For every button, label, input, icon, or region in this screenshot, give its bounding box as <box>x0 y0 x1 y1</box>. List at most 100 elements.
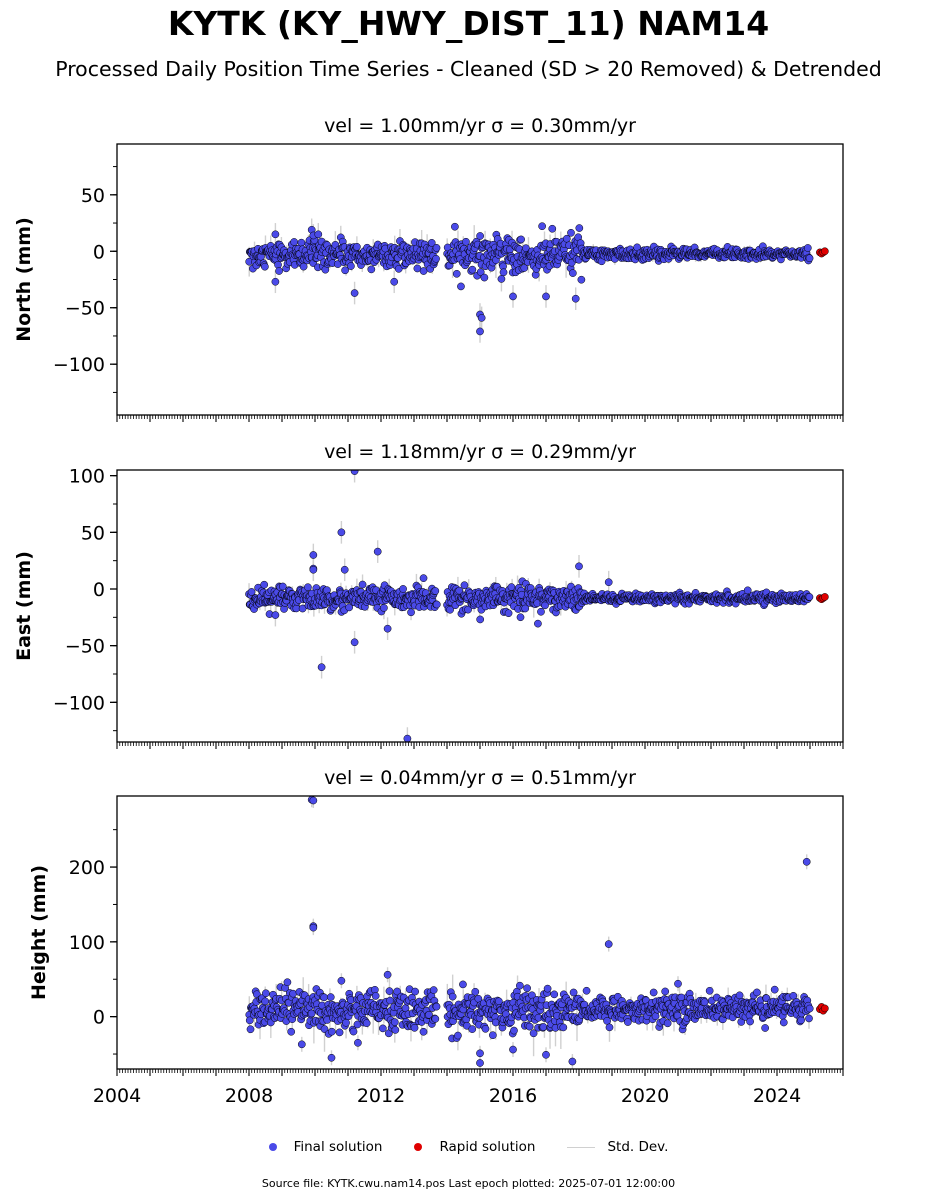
final-point <box>432 244 441 252</box>
final-point <box>410 1023 419 1032</box>
final-point <box>297 238 306 247</box>
final-point <box>299 262 308 271</box>
final-point <box>390 277 399 286</box>
final-point <box>340 565 349 574</box>
final-point <box>705 986 714 995</box>
final-point <box>529 1029 538 1038</box>
final-point <box>462 237 470 246</box>
final-point <box>571 294 580 303</box>
final-point <box>770 985 779 994</box>
chart-subtitle: Processed Daily Position Time Series - C… <box>55 57 882 81</box>
legend-label-rapid: Rapid solution <box>439 1139 536 1155</box>
final-point <box>341 266 349 275</box>
final-point <box>383 970 392 979</box>
final-point <box>605 1023 614 1032</box>
legend-label-std: Std. Dev. <box>607 1139 669 1155</box>
final-point <box>373 547 382 556</box>
legend-label-final: Final solution <box>293 1139 383 1155</box>
rapid-points-east <box>816 593 829 604</box>
final-point <box>326 993 335 1001</box>
plot-area-east <box>245 470 829 742</box>
final-point <box>460 581 469 590</box>
final-point <box>385 987 394 995</box>
final-point <box>663 1019 672 1028</box>
final-point <box>517 235 525 244</box>
final-point <box>261 262 269 271</box>
final-point <box>354 1038 362 1047</box>
y-tick-label: 50 <box>81 522 105 544</box>
final-point <box>471 987 480 996</box>
final-point <box>390 1018 399 1026</box>
final-point <box>743 586 752 595</box>
final-point <box>674 979 682 988</box>
final-point <box>543 984 552 993</box>
final-point <box>468 265 477 274</box>
final-point <box>451 222 459 231</box>
final-points-north <box>245 222 814 336</box>
final-point <box>271 277 280 286</box>
panel-height: vel = 0.04mm/yr σ = 0.51mm/yr Height (mm)… <box>28 767 844 1107</box>
final-point <box>538 222 546 231</box>
final-point <box>476 232 484 240</box>
final-point <box>289 989 297 998</box>
final-point <box>525 1022 534 1031</box>
rapid-points-north <box>816 247 829 258</box>
final-point <box>297 1040 306 1049</box>
std-dev-line-marker <box>567 1146 596 1148</box>
final-point <box>537 607 545 616</box>
final-point <box>604 578 613 587</box>
final-point <box>278 582 287 591</box>
legend-item-final: Final solution <box>268 1139 383 1155</box>
final-point <box>464 605 472 614</box>
final-point <box>327 1027 336 1036</box>
final-point <box>550 990 559 999</box>
final-point <box>383 624 392 633</box>
rapid-point <box>821 1004 829 1013</box>
final-point <box>309 565 318 574</box>
final-point <box>476 1059 484 1067</box>
final-point <box>246 1025 255 1034</box>
final-point <box>504 609 513 618</box>
final-point <box>577 275 586 284</box>
final-point <box>746 1017 754 1026</box>
y-tick-label: −100 <box>53 354 105 376</box>
final-point <box>386 996 394 1005</box>
final-point <box>534 619 542 628</box>
final-point <box>459 980 467 989</box>
x-tick-label: 2020 <box>621 1085 669 1107</box>
rapid-solution-marker <box>414 1143 423 1151</box>
final-point <box>287 1027 296 1036</box>
final-point <box>510 1026 518 1035</box>
final-point <box>431 587 440 595</box>
final-point <box>327 1053 336 1062</box>
final-point <box>283 978 292 987</box>
final-point <box>476 1049 484 1058</box>
final-points-height <box>245 796 814 1067</box>
y-tick-label: 100 <box>69 932 105 954</box>
final-point <box>349 1027 358 1036</box>
final-point <box>575 224 584 232</box>
final-point <box>455 586 464 595</box>
final-point <box>476 615 485 624</box>
final-point <box>367 265 376 274</box>
rapid-point <box>821 247 829 256</box>
final-point <box>651 1012 660 1021</box>
final-point <box>481 1024 490 1033</box>
y-axis-label-north: North (mm) <box>13 217 35 342</box>
final-point <box>803 244 812 252</box>
final-point <box>304 583 312 592</box>
final-point <box>582 986 591 995</box>
final-point <box>661 987 670 996</box>
final-point <box>350 638 359 647</box>
final-point <box>789 991 798 1000</box>
y-tick-label: 0 <box>93 579 105 601</box>
rapid-points-height <box>816 1003 829 1015</box>
final-point <box>275 267 283 275</box>
final-point <box>337 976 346 985</box>
source-footer: Source file: KYTK.cwu.nam14.pos Last epo… <box>261 1177 676 1190</box>
final-point <box>604 940 613 948</box>
final-point <box>399 585 407 593</box>
final-point <box>247 588 256 596</box>
rapid-point <box>821 593 829 601</box>
final-point <box>429 986 438 994</box>
